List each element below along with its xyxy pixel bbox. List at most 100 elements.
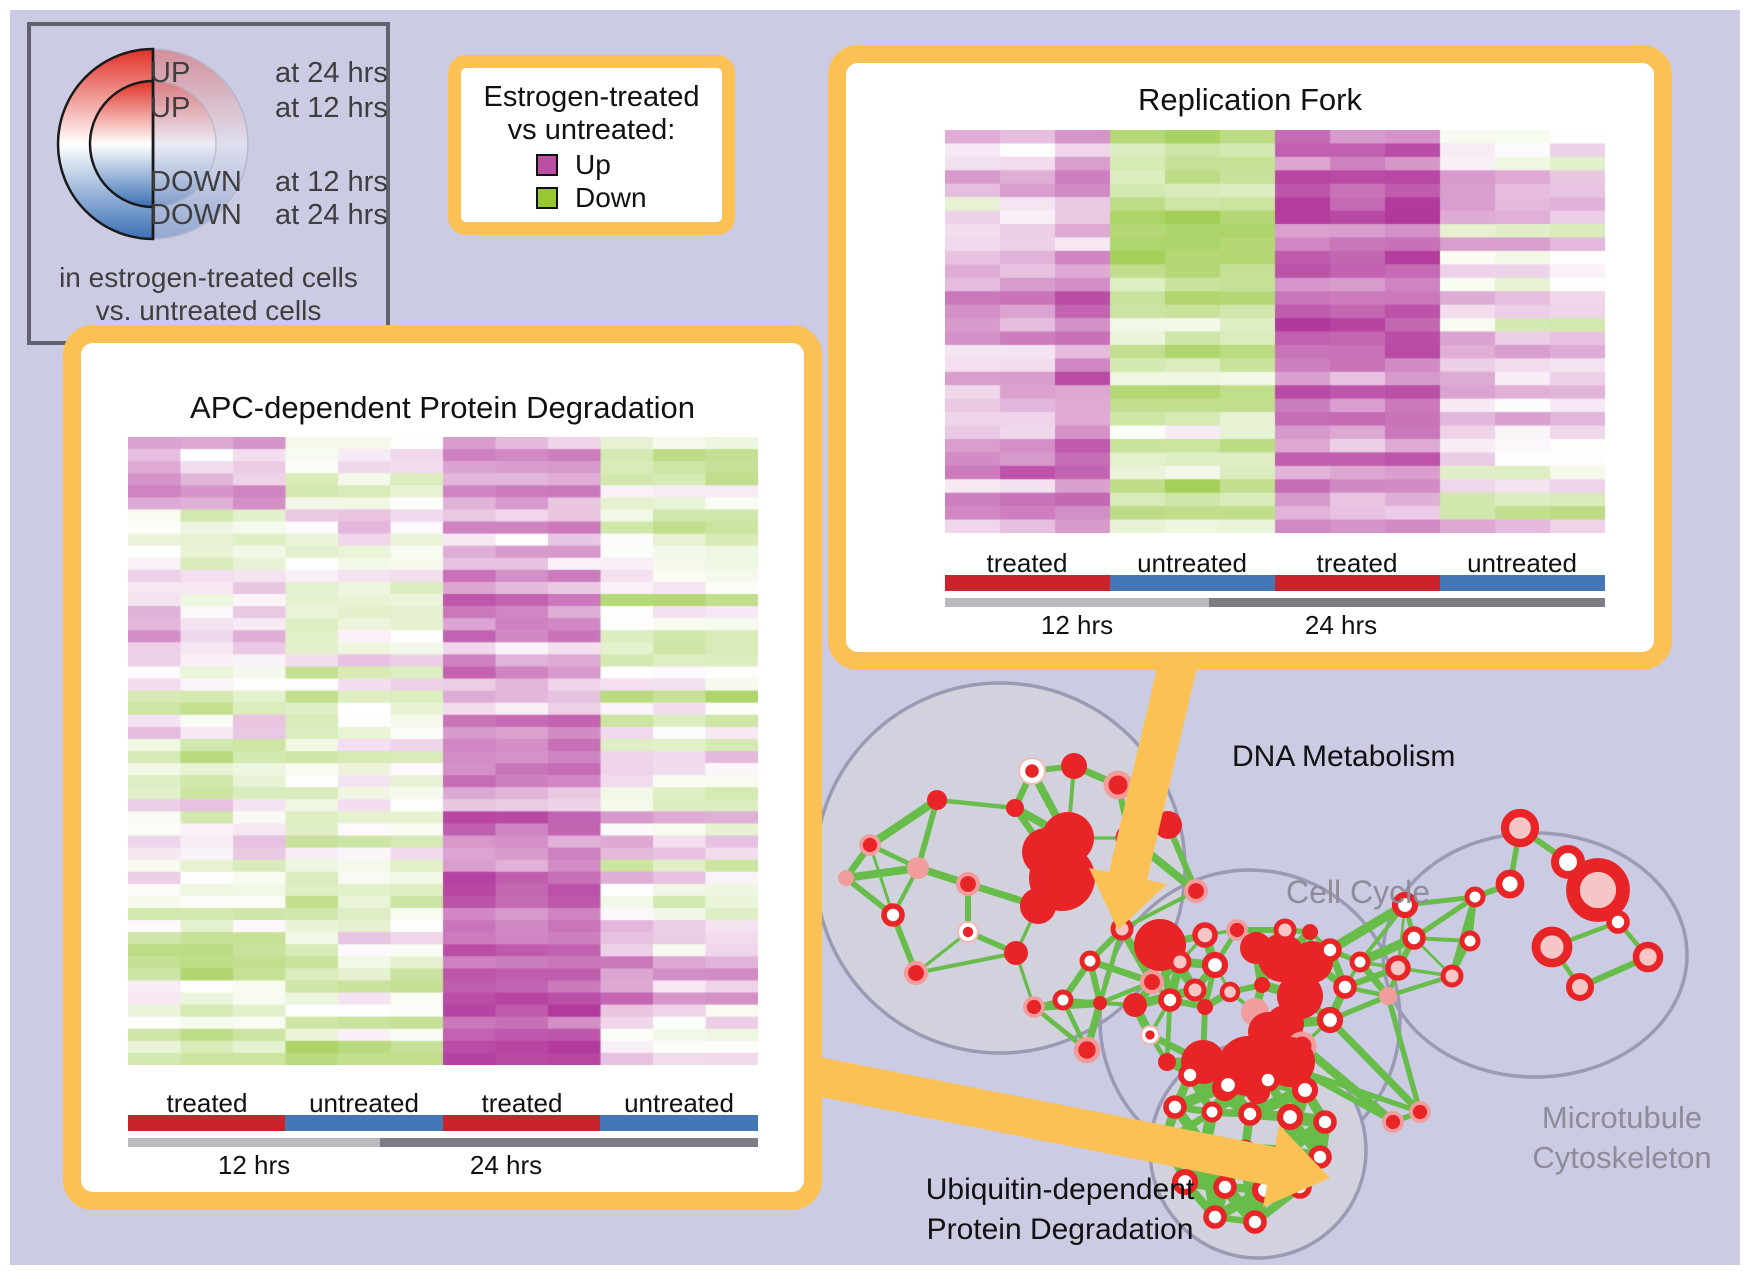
- network-node: [955, 871, 981, 897]
- network-node: [1291, 1076, 1319, 1104]
- apc-panel-title: APC-dependent Protein Degradation: [190, 390, 695, 425]
- untreated-bar: [285, 1115, 443, 1131]
- network-node: [1061, 753, 1087, 779]
- down-label: Down: [575, 182, 647, 213]
- network-node: [1565, 972, 1595, 1002]
- network-node: [1158, 988, 1182, 1012]
- network-node: [1308, 1145, 1332, 1169]
- apc-time-label: 12 hrs: [217, 1150, 291, 1180]
- ring-row-time: at 12 hrs: [275, 166, 388, 198]
- network-edge: [915, 797, 940, 871]
- updown-legend-title-1: Estrogen-treated: [483, 81, 700, 113]
- network-node: [1276, 1103, 1304, 1131]
- ring-row-word: DOWN: [150, 199, 242, 231]
- treated-bar: [1275, 575, 1440, 591]
- network-node: [927, 790, 947, 810]
- rf-time-label: 12 hrs: [1040, 610, 1114, 640]
- network-node: [1226, 919, 1248, 941]
- replication-fork-arrow: [1089, 651, 1199, 930]
- ubiquitin-label-line1: Ubiquitin-dependent: [925, 1173, 1195, 1206]
- network-node: [859, 834, 881, 856]
- apc-arrow: [806, 1056, 1330, 1207]
- network-node: [1459, 930, 1481, 952]
- network-node: [838, 870, 854, 886]
- network-node: [1052, 989, 1074, 1011]
- ring-row-word: UP: [150, 57, 191, 89]
- ring-row-word: UP: [150, 92, 191, 124]
- network-edge: [865, 795, 942, 850]
- network-node: [1464, 886, 1486, 908]
- network-node: [1500, 808, 1540, 848]
- ring-legend-footer-1: in estrogen-treated cells: [59, 262, 358, 293]
- apc-heatmap: [128, 437, 758, 1065]
- network-node: [1123, 993, 1147, 1017]
- network-node: [1103, 770, 1133, 800]
- updown-legend-box: Estrogen-treated vs untreated: Up Down: [448, 55, 735, 235]
- network-node: [1385, 955, 1411, 981]
- network-edge: [1326, 1016, 1424, 1116]
- network-node: [1025, 764, 1039, 778]
- network-node: [1273, 918, 1297, 942]
- ubiquitin-label: Ubiquitin-dependent Protein Degradation: [926, 1170, 1195, 1250]
- 24hrs-bar: [380, 1138, 758, 1147]
- network-node: [1379, 987, 1397, 1005]
- network-node: [1139, 969, 1165, 995]
- network-edge: [868, 843, 895, 917]
- network-node: [1213, 1175, 1237, 1199]
- 24hrs-bar: [1209, 598, 1605, 607]
- network-edge: [1120, 889, 1198, 931]
- rf-group-label: treated: [986, 548, 1068, 578]
- network-node: [1203, 1205, 1227, 1229]
- network-node: [1183, 978, 1207, 1002]
- network-node: [1145, 1030, 1155, 1040]
- network-node: [1440, 964, 1464, 988]
- updown-ring-icon: [56, 47, 249, 241]
- network-node: [1006, 799, 1024, 817]
- network-node: [1566, 858, 1630, 922]
- network-edge: [1297, 1041, 1398, 1127]
- treated-bar: [945, 575, 1110, 591]
- network-node: [1382, 1111, 1404, 1133]
- replication-fork-panel: Replication Fork treated untreated treat…: [828, 45, 1672, 670]
- network-node: [1402, 926, 1426, 950]
- network-node: [962, 926, 974, 938]
- cell-cycle-label: Cell Cycle: [1286, 874, 1431, 910]
- network-node: [1248, 1012, 1288, 1052]
- ring-row-time: at 24 hrs: [275, 199, 388, 231]
- network-node: [1023, 996, 1045, 1018]
- network-node: [1022, 828, 1070, 876]
- network-edge: [1385, 993, 1423, 1115]
- apc-group-label: treated: [166, 1088, 248, 1118]
- network-node: [1183, 878, 1209, 904]
- untreated-bar: [1110, 575, 1275, 591]
- network-node: [1391, 891, 1419, 919]
- network-node: [903, 960, 929, 986]
- treated-bar: [443, 1115, 600, 1131]
- up-swatch: [536, 154, 558, 176]
- rf-panel-title: Replication Fork: [1138, 82, 1362, 117]
- ring-row-time: at 24 hrs: [275, 57, 388, 89]
- network-node: [1192, 922, 1218, 948]
- network-node: [907, 857, 929, 879]
- network-node: [1214, 1071, 1242, 1099]
- network-node: [1178, 1063, 1202, 1087]
- network-node: [1093, 996, 1107, 1010]
- rf-group-label: untreated: [1467, 548, 1577, 578]
- rf-time-label: 24 hrs: [1304, 610, 1378, 640]
- network-node: [1201, 1101, 1223, 1123]
- untreated-bar: [1440, 575, 1605, 591]
- treated-bar: [128, 1115, 285, 1131]
- apc-time-label: 24 hrs: [469, 1150, 543, 1180]
- network-node: [1409, 1101, 1431, 1123]
- microtubule-cytoskeleton-label: Microtubule Cytoskeleton: [1532, 1098, 1711, 1178]
- network-node: [1495, 869, 1525, 899]
- network-node: [1079, 950, 1101, 972]
- network-node: [1197, 999, 1213, 1015]
- network-node: [1201, 951, 1229, 979]
- network-node: [1020, 888, 1056, 924]
- network-node: [1219, 981, 1241, 1003]
- apc-group-label: untreated: [309, 1088, 419, 1118]
- untreated-bar: [600, 1115, 758, 1131]
